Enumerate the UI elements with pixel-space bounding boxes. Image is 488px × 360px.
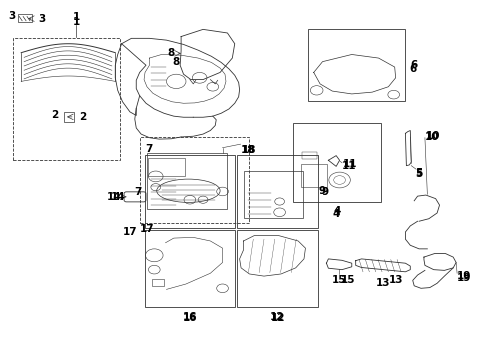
Text: 18: 18 <box>240 145 255 155</box>
Text: 13: 13 <box>387 275 402 285</box>
Text: 14: 14 <box>107 192 122 202</box>
Text: 4: 4 <box>333 206 340 216</box>
Text: 6: 6 <box>409 60 417 70</box>
Bar <box>307 30 405 101</box>
Text: 3: 3 <box>39 14 46 24</box>
Bar <box>140 137 249 223</box>
Text: 4: 4 <box>332 209 339 219</box>
Text: 1: 1 <box>73 17 80 27</box>
Bar <box>144 155 234 228</box>
Text: 11: 11 <box>342 159 357 169</box>
Text: 19: 19 <box>456 273 470 283</box>
Bar <box>148 158 184 176</box>
Text: 14: 14 <box>110 192 125 202</box>
Text: 6: 6 <box>408 64 416 74</box>
Text: 10: 10 <box>424 132 439 142</box>
Text: 17: 17 <box>140 224 155 234</box>
Text: 7: 7 <box>135 186 142 197</box>
Bar <box>13 39 120 160</box>
Bar <box>244 171 303 218</box>
Text: 2: 2 <box>79 112 86 122</box>
Bar <box>18 14 32 22</box>
Text: 7: 7 <box>145 144 152 154</box>
Text: 8: 8 <box>172 57 179 67</box>
Text: 11: 11 <box>341 161 356 171</box>
Bar <box>64 112 74 122</box>
Text: 15: 15 <box>340 275 354 285</box>
Bar <box>237 230 317 307</box>
Text: 9: 9 <box>321 186 328 197</box>
Bar <box>147 153 227 209</box>
Bar <box>144 230 234 307</box>
Text: 19: 19 <box>456 271 470 281</box>
Text: 10: 10 <box>425 131 440 141</box>
Text: 3: 3 <box>8 11 15 21</box>
Bar <box>152 279 163 286</box>
Text: 16: 16 <box>182 314 197 323</box>
Text: 1: 1 <box>73 12 80 22</box>
Text: 5: 5 <box>414 168 422 178</box>
Bar <box>237 155 317 228</box>
Text: 12: 12 <box>269 312 284 321</box>
Text: 12: 12 <box>270 314 285 323</box>
Text: 18: 18 <box>242 145 256 155</box>
Text: 16: 16 <box>182 312 197 321</box>
Text: 17: 17 <box>122 226 137 237</box>
Text: 8: 8 <box>167 48 174 58</box>
Text: 13: 13 <box>375 278 389 288</box>
Text: 5: 5 <box>414 169 422 179</box>
Text: 15: 15 <box>331 275 346 285</box>
Text: 9: 9 <box>318 186 325 196</box>
Text: 2: 2 <box>51 111 58 121</box>
Bar <box>300 164 327 187</box>
Bar <box>302 152 316 159</box>
Bar <box>293 123 380 202</box>
